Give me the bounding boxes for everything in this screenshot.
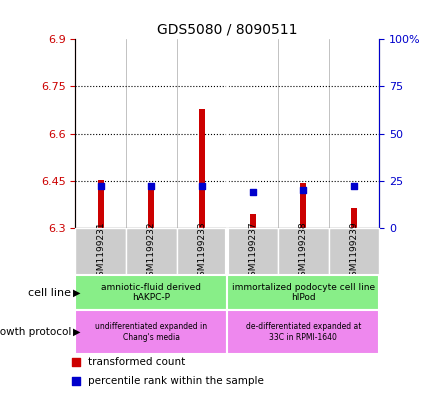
Bar [249, 214, 255, 228]
Text: de-differentiated expanded at
33C in RPMI-1640: de-differentiated expanded at 33C in RPM… [245, 322, 360, 342]
Text: GSM1199237: GSM1199237 [248, 221, 257, 282]
Text: immortalized podocyte cell line
hIPod: immortalized podocyte cell line hIPod [231, 283, 374, 303]
Text: amniotic-fluid derived
hAKPC-P: amniotic-fluid derived hAKPC-P [101, 283, 201, 303]
Bar [300, 183, 306, 228]
Point [198, 183, 205, 189]
Bar [98, 180, 104, 228]
Point [147, 183, 154, 189]
Bar [75, 228, 126, 275]
Text: GSM1199238: GSM1199238 [298, 221, 307, 282]
Title: GDS5080 / 8090511: GDS5080 / 8090511 [157, 23, 297, 37]
Bar [350, 208, 356, 228]
Bar [126, 228, 176, 275]
Bar [199, 109, 205, 228]
Text: GSM1199231: GSM1199231 [96, 221, 105, 282]
Bar [148, 183, 154, 228]
Bar [277, 228, 328, 275]
Point [299, 187, 306, 193]
Bar [328, 228, 378, 275]
Text: ▶: ▶ [73, 327, 80, 337]
Text: GSM1199233: GSM1199233 [197, 221, 206, 282]
Point [249, 189, 255, 195]
Point [73, 358, 80, 365]
Text: percentile rank within the sample: percentile rank within the sample [87, 376, 263, 386]
Text: GSM1199232: GSM1199232 [147, 221, 156, 282]
Point [350, 183, 356, 189]
Bar [227, 228, 277, 275]
Text: ▶: ▶ [73, 288, 80, 298]
Point [97, 183, 104, 189]
Bar [75, 310, 227, 354]
Bar [75, 275, 227, 310]
Point [73, 378, 80, 384]
Text: undifferentiated expanded in
Chang's media: undifferentiated expanded in Chang's med… [95, 322, 207, 342]
Bar [227, 275, 378, 310]
Text: growth protocol: growth protocol [0, 327, 71, 337]
Bar [227, 310, 378, 354]
Text: transformed count: transformed count [87, 356, 184, 367]
Text: cell line: cell line [28, 288, 71, 298]
Text: GSM1199239: GSM1199239 [349, 221, 358, 282]
Bar [176, 228, 227, 275]
